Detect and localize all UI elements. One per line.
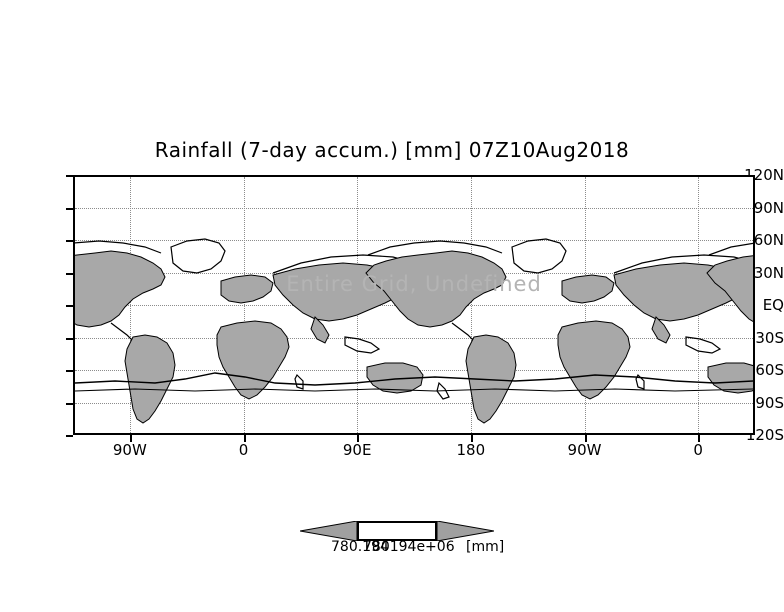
y-axis-tick-mark — [66, 337, 73, 340]
y-axis-tick-label: 60N — [753, 231, 784, 249]
x-axis-tick-label: 90W — [112, 441, 147, 459]
x-axis-tick-label: 90E — [772, 441, 784, 459]
y-axis-tick-mark — [66, 272, 73, 275]
colorbar-units-label: [mm] — [466, 539, 505, 555]
world-map — [75, 177, 753, 433]
y-axis-tick-label: 90S — [755, 393, 784, 412]
x-axis-tick-label: 90W — [567, 441, 602, 459]
colorbar-extend-left-icon — [300, 521, 357, 541]
colorbar-min-label: 780.194 — [331, 539, 389, 555]
x-axis-tick-mark — [243, 435, 246, 442]
y-axis-tick-mark — [66, 370, 73, 372]
x-axis-tick-mark — [470, 435, 473, 442]
y-axis-tick-mark — [66, 402, 73, 405]
x-axis-tick-mark — [357, 435, 360, 442]
colorbar-extend-right-icon — [437, 521, 494, 541]
x-axis-tick-label: 180 — [456, 441, 486, 459]
y-axis-tick-mark — [66, 207, 73, 210]
world-map-svg — [75, 238, 753, 424]
y-axis-tick-mark — [66, 175, 73, 177]
map-plot-area: Entire Grid, Undefined — [73, 175, 755, 435]
y-axis-tick-label: 90N — [753, 198, 784, 217]
x-axis-tick-mark — [129, 435, 132, 442]
y-axis-tick-label: 120S — [745, 426, 784, 444]
y-axis-tick-mark — [66, 240, 73, 242]
y-axis-tick-mark — [66, 435, 73, 437]
antarctica-shelf — [75, 388, 753, 392]
x-axis-tick-label: 0 — [238, 441, 249, 459]
page-title: Rainfall (7-day accum.) [mm] 07Z10Aug201… — [154, 138, 630, 162]
colorbar-swatch — [357, 521, 437, 541]
y-axis-tick-label: 30S — [755, 328, 784, 347]
colorbar-max-label: 780194e+06 — [363, 539, 455, 555]
y-axis-tick-label: EQ — [762, 296, 784, 314]
y-axis-tick-label: 30N — [753, 263, 784, 282]
y-axis-tick-mark — [66, 305, 73, 307]
x-axis-tick-label: 0 — [693, 441, 703, 459]
colorbar — [300, 518, 494, 544]
antarctica-coastline — [75, 372, 753, 386]
y-axis-tick-label: 60S — [755, 361, 784, 379]
x-axis-tick-mark — [698, 435, 701, 442]
x-axis-tick-label: 90E — [342, 441, 372, 459]
x-axis-tick-mark — [584, 435, 587, 442]
undefined-grid-message: Entire Grid, Undefined — [286, 272, 542, 296]
